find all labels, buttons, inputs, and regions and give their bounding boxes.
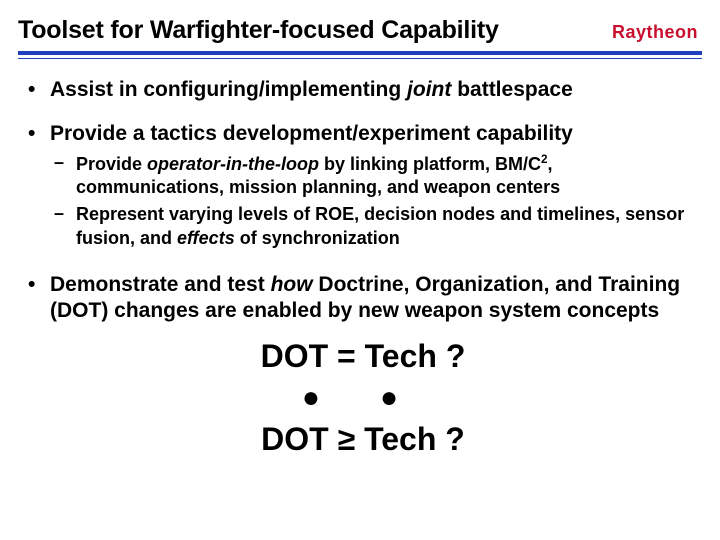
bullet-1-text: Assist in configuring/implementing joint… [50, 77, 698, 103]
equation-1: DOT = Tech ? [28, 335, 698, 378]
bullet-3-text: Demonstrate and test how Doctrine, Organ… [50, 272, 698, 325]
text-span: battlespace [451, 78, 572, 101]
dash-icon: – [54, 152, 76, 200]
text-span: by linking platform, BM/C [319, 154, 541, 174]
bullet-2b: – Represent varying levels of ROE, decis… [54, 203, 698, 250]
slide: Toolset for Warfighter-focused Capabilit… [0, 0, 720, 540]
title-divider [18, 51, 702, 59]
header: Toolset for Warfighter-focused Capabilit… [18, 16, 702, 45]
content: • Assist in configuring/implementing joi… [18, 77, 702, 461]
text-span: Assist in configuring/implementing [50, 78, 407, 101]
text-span: Provide [76, 154, 147, 174]
bullet-icon: • [28, 77, 50, 103]
text-em: how [271, 273, 313, 296]
bullet-2b-text: Represent varying levels of ROE, decisio… [76, 203, 698, 250]
bullet-2-text: Provide a tactics development/experiment… [50, 121, 698, 147]
text-em: joint [407, 78, 451, 101]
bullet-2: • Provide a tactics development/experime… [28, 121, 698, 147]
text-span: of synchronization [235, 228, 400, 248]
equations: DOT = Tech ? ●● DOT ≥ Tech ? [28, 335, 698, 462]
dash-icon: – [54, 203, 76, 250]
text-span: Demonstrate and test [50, 273, 271, 296]
equation-dots: ●● [28, 378, 698, 419]
slide-title: Toolset for Warfighter-focused Capabilit… [18, 16, 499, 45]
divider-thick [18, 51, 702, 55]
bullet-icon: • [28, 121, 50, 147]
bullet-3: • Demonstrate and test how Doctrine, Org… [28, 272, 698, 325]
bullet-1: • Assist in configuring/implementing joi… [28, 77, 698, 103]
divider-thin [18, 58, 702, 59]
raytheon-logo: Raytheon [612, 22, 702, 43]
bullet-2a: – Provide operator-in-the-loop by linkin… [54, 152, 698, 200]
text-em: operator-in-the-loop [147, 154, 319, 174]
bullet-2a-text: Provide operator-in-the-loop by linking … [76, 152, 698, 200]
bullet-icon: • [28, 272, 50, 325]
text-em: effects [177, 228, 235, 248]
equation-2: DOT ≥ Tech ? [28, 418, 698, 461]
